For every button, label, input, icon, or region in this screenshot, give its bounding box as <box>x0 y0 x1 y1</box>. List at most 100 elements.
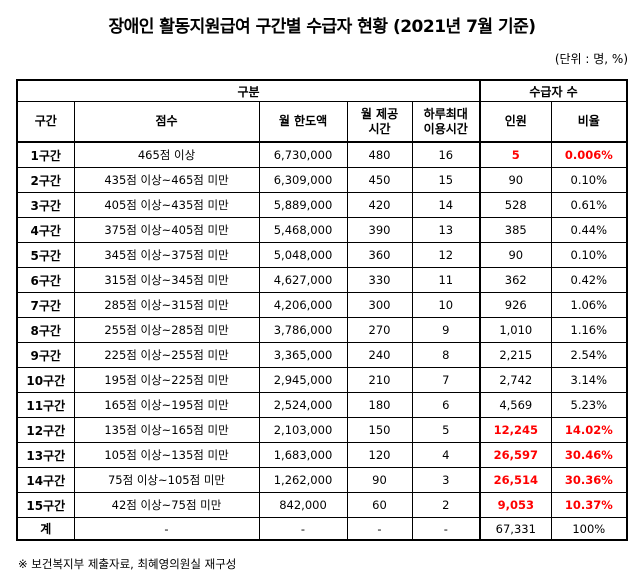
cell-band: 15구간 <box>16 492 75 518</box>
cell-band: 6구간 <box>16 267 75 293</box>
cell-people: 926 <box>479 292 552 318</box>
cell-band: 2구간 <box>16 167 75 193</box>
cell-people: 385 <box>479 217 552 243</box>
document-title: 장애인 활동지원급여 구간별 수급자 현황 (2021년 7월 기준) <box>108 17 536 37</box>
cell-limit: 4,206,000 <box>258 292 348 318</box>
cell-limit: 2,524,000 <box>258 392 348 418</box>
cell-score: 315점 이상~345점 미만 <box>73 267 260 293</box>
header-ratio: 비율 <box>550 101 628 143</box>
cell-daily-max: 8 <box>411 342 481 368</box>
cell-people: 26,597 <box>479 442 552 468</box>
cell-people: 362 <box>479 267 552 293</box>
total-row: 계 - - - -67,331 100% <box>16 517 628 541</box>
total-cell-monthly-hours: - <box>346 517 413 541</box>
cell-limit: 842,000 <box>258 492 348 518</box>
table-row: 9구간 225점 이상~255점 미만 3,365,000 240 8 2,215 2.54… <box>16 342 628 368</box>
cell-daily-max: 9 <box>411 317 481 343</box>
table-row: 1구간 465점 이상 6,730,000 480 16 5 0.006% <box>16 141 628 168</box>
cell-monthly-hours: 450 <box>346 167 413 193</box>
table-row: 4구간 375점 이상~405점 미만 5,468,000 390 13 385 0.44% <box>16 217 628 243</box>
table-row: 10구간 195점 이상~225점 미만 2,945,000 210 7 2,742 3.1… <box>16 367 628 393</box>
cell-score: 345점 이상~375점 미만 <box>73 242 260 268</box>
cell-ratio: 0.10% <box>550 242 628 268</box>
cell-daily-max: 16 <box>411 141 481 168</box>
header-score: 점수 <box>73 101 260 143</box>
footnote: ※ 보건복지부 제출자료, 최혜영의원실 재구성 <box>18 557 237 571</box>
cell-daily-max: 5 <box>411 417 481 443</box>
header-daily-max: 하루최대 이용시간 <box>411 101 481 143</box>
cell-band: 10구간 <box>16 367 75 393</box>
cell-band: 7구간 <box>16 292 75 318</box>
cell-limit: 5,889,000 <box>258 192 348 218</box>
cell-monthly-hours: 180 <box>346 392 413 418</box>
cell-band: 4구간 <box>16 217 75 243</box>
cell-daily-max: 4 <box>411 442 481 468</box>
cell-band: 1구간 <box>16 141 75 168</box>
cell-ratio: 5.23% <box>550 392 628 418</box>
cell-monthly-hours: 270 <box>346 317 413 343</box>
total-cell-daily-max: - <box>411 517 481 541</box>
cell-people: 9,053 <box>479 492 552 518</box>
cell-score: 225점 이상~255점 미만 <box>73 342 260 368</box>
cell-daily-max: 2 <box>411 492 481 518</box>
cell-score: 42점 이상~75점 미만 <box>73 492 260 518</box>
cell-monthly-hours: 360 <box>346 242 413 268</box>
cell-monthly-hours: 210 <box>346 367 413 393</box>
cell-limit: 1,262,000 <box>258 467 348 493</box>
cell-people: 4,569 <box>479 392 552 418</box>
table-row: 14구간 75점 이상~105점 미만 1,262,000 90 3 26,514 30.3… <box>16 467 628 493</box>
cell-band: 11구간 <box>16 392 75 418</box>
cell-limit: 6,730,000 <box>258 141 348 168</box>
cell-score: 75점 이상~105점 미만 <box>73 467 260 493</box>
table-row: 8구간 255점 이상~285점 미만 3,786,000 270 9 1,010 1.16… <box>16 317 628 343</box>
table-row: 11구간 165점 이상~195점 미만 2,524,000 180 6 4,569 5.2… <box>16 392 628 418</box>
cell-ratio: 1.06% <box>550 292 628 318</box>
cell-ratio: 30.46% <box>550 442 628 468</box>
cell-monthly-hours: 150 <box>346 417 413 443</box>
cell-daily-max: 14 <box>411 192 481 218</box>
cell-people: 26,514 <box>479 467 552 493</box>
cell-band: 13구간 <box>16 442 75 468</box>
total-cell-ratio: 100% <box>550 517 628 541</box>
cell-monthly-hours: 330 <box>346 267 413 293</box>
cell-limit: 1,683,000 <box>258 442 348 468</box>
cell-limit: 3,365,000 <box>258 342 348 368</box>
cell-limit: 5,048,000 <box>258 242 348 268</box>
cell-monthly-hours: 420 <box>346 192 413 218</box>
cell-score: 135점 이상~165점 미만 <box>73 417 260 443</box>
header-monthly-hours-line1: 월 제공 <box>360 106 399 121</box>
cell-band: 5구간 <box>16 242 75 268</box>
table-row: 3구간 405점 이상~435점 미만 5,889,000 420 14 528 0.61% <box>16 192 628 218</box>
cell-band: 12구간 <box>16 417 75 443</box>
header-monthly-hours-line2: 시간 <box>368 121 391 136</box>
cell-people: 90 <box>479 242 552 268</box>
cell-ratio: 1.16% <box>550 317 628 343</box>
cell-monthly-hours: 300 <box>346 292 413 318</box>
cell-daily-max: 12 <box>411 242 481 268</box>
cell-daily-max: 11 <box>411 267 481 293</box>
total-cell-limit: - <box>258 517 348 541</box>
cell-band: 9구간 <box>16 342 75 368</box>
header-group-classification: 구분 <box>16 79 481 102</box>
cell-ratio: 3.14% <box>550 367 628 393</box>
cell-ratio: 10.37% <box>550 492 628 518</box>
header-group-recipients: 수급자 수 <box>479 79 628 102</box>
cell-band: 14구간 <box>16 467 75 493</box>
cell-monthly-hours: 480 <box>346 141 413 168</box>
cell-ratio: 2.54% <box>550 342 628 368</box>
header-limit: 월 한도액 <box>258 101 348 143</box>
cell-ratio: 0.006% <box>550 141 628 168</box>
table-row: 6구간 315점 이상~345점 미만 4,627,000 330 11 362 0.42% <box>16 267 628 293</box>
cell-people: 2,215 <box>479 342 552 368</box>
cell-people: 90 <box>479 167 552 193</box>
cell-ratio: 0.10% <box>550 167 628 193</box>
cell-monthly-hours: 120 <box>346 442 413 468</box>
header-band: 구간 <box>16 101 75 143</box>
cell-score: 195점 이상~225점 미만 <box>73 367 260 393</box>
cell-score: 375점 이상~405점 미만 <box>73 217 260 243</box>
cell-ratio: 0.42% <box>550 267 628 293</box>
cell-score: 285점 이상~315점 미만 <box>73 292 260 318</box>
cell-people: 12,245 <box>479 417 552 443</box>
cell-score: 255점 이상~285점 미만 <box>73 317 260 343</box>
recipients-table: 구분 수급자 수 구간 점수 월 한도액 월 제공 시간 하루최대 이용시간 인… <box>16 79 629 541</box>
